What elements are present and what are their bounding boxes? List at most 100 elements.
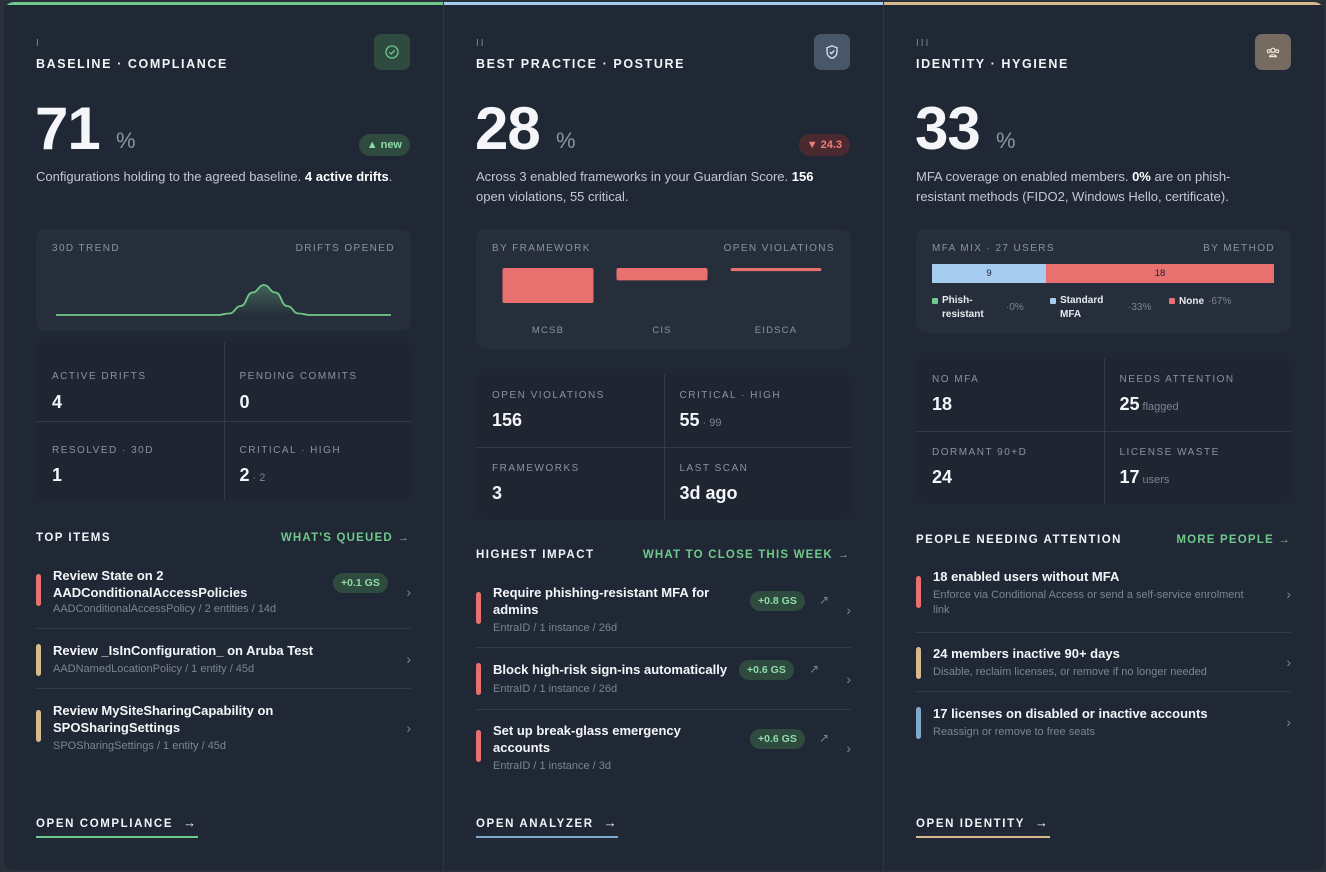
list-item[interactable]: 17 licenses on disabled or inactive acco… <box>916 705 1291 745</box>
list-item[interactable]: Require phishing-resistant MFA for admin… <box>476 584 851 636</box>
stat-license-waste: LICENSE WASTE 17 users <box>1104 431 1292 504</box>
stat-number: 4 <box>52 392 63 412</box>
external-link-icon[interactable]: ↗ <box>809 662 820 676</box>
arrow-right-icon: → <box>603 815 619 830</box>
chevron-right-icon: › <box>846 671 851 687</box>
legend-percent-value: 67% <box>1211 296 1232 307</box>
panel-title: IDENTITY · HYGIENE <box>916 57 1069 71</box>
panel-numeral: I <box>36 38 41 49</box>
framework-chart: MCSB CIS EIDSCA <box>502 268 822 336</box>
list-item[interactable]: Block high-risk sign-ins automatically E… <box>476 660 851 701</box>
item-title: Review _IsInConfiguration_ on Aruba Test <box>53 643 314 658</box>
stat-resolved: RESOLVED · 30D 1 <box>36 421 224 500</box>
compliance-stats: ACTIVE DRIFTS 4 PENDING COMMITS 0 RESOLV… <box>36 342 411 500</box>
list-item[interactable]: Set up break-glass emergency accounts En… <box>476 722 851 774</box>
cta-label: OPEN IDENTITY <box>916 818 1025 830</box>
legend-label: Phish-resistant <box>942 295 984 320</box>
stat-value: 1 <box>52 465 62 486</box>
score-value: 28 <box>475 95 541 162</box>
item-meta: EntraID / 1 instance / 26d <box>493 622 618 634</box>
posture-stats: OPEN VIOLATIONS 156 CRITICAL · HIGH 55 · … <box>476 374 851 520</box>
category-label: EIDSCA <box>755 325 798 336</box>
severity-bar <box>916 707 921 739</box>
more-people-link[interactable]: MORE PEOPLE → <box>1176 534 1291 546</box>
stat-value: 3d ago <box>680 483 738 504</box>
chevron-right-icon: › <box>1286 654 1291 670</box>
list-item[interactable]: 24 members inactive 90+ days Disable, re… <box>916 645 1291 685</box>
close-this-week-link[interactable]: WHAT TO CLOSE THIS WEEK → <box>642 549 850 561</box>
stat-label: RESOLVED · 30D <box>52 445 154 456</box>
stat-value: 2 · 2 <box>240 465 266 486</box>
stat-sub: · 99 <box>702 417 722 429</box>
bar-eidsca <box>730 268 822 272</box>
stat-label: OPEN VIOLATIONS <box>492 390 605 401</box>
stat-needs-attention: NEEDS ATTENTION 25 flagged <box>1104 358 1292 431</box>
legend-percent: · <box>1128 302 1132 313</box>
stat-value: 25 flagged <box>1120 394 1179 415</box>
stat-number: 25 <box>1119 394 1140 414</box>
mfa-segment: 9 <box>932 264 1046 283</box>
legend-swatch <box>932 298 938 304</box>
item-title: 17 licenses on disabled or inactive acco… <box>933 706 1208 721</box>
stat-number: 156 <box>492 410 523 430</box>
open-compliance-button[interactable]: OPEN COMPLIANCE → <box>36 815 198 838</box>
item-meta: Reassign or remove to free seats <box>933 726 1096 738</box>
list-item[interactable]: 18 enabled users without MFA Enforce via… <box>916 568 1291 622</box>
badge-label: new <box>380 139 402 151</box>
chevron-right-icon: › <box>406 651 411 667</box>
desc-text: Across 3 enabled frameworks in your Guar… <box>476 169 789 184</box>
legend-swatch <box>1050 298 1056 304</box>
list-item[interactable]: Review State on 2 AADConditionalAccessPo… <box>36 564 411 620</box>
stat-number: 2 <box>239 465 250 485</box>
section-title: TOP ITEMS <box>36 532 112 544</box>
item-title: 24 members inactive 90+ days <box>933 646 1120 661</box>
framework-card: BY FRAMEWORK OPEN VIOLATIONS MCSB CIS EIDS… <box>476 229 851 349</box>
status-badge: ▲ new <box>358 134 410 156</box>
list-item[interactable]: Review _IsInConfiguration_ on Aruba Test… <box>36 642 411 682</box>
stat-last-scan: LAST SCAN 3d ago <box>664 447 852 520</box>
stat-sub: users <box>1142 474 1170 486</box>
external-link-icon[interactable]: ↗ <box>819 593 830 607</box>
identity-panel: III IDENTITY · HYGIENE 33 % MFA coverage… <box>884 2 1324 870</box>
stat-number: 24 <box>932 467 953 487</box>
legend-item: None · 67% <box>1169 294 1231 310</box>
legend-percent-value: 0% <box>1009 302 1024 313</box>
shield-check-icon <box>374 34 410 70</box>
gs-badge: +0.8 GS <box>750 591 805 611</box>
stat-label: DORMANT 90+D <box>932 447 1028 458</box>
stat-label: LAST SCAN <box>679 463 749 474</box>
external-link-icon[interactable]: ↗ <box>819 731 830 745</box>
open-identity-button[interactable]: OPEN IDENTITY → <box>916 815 1050 838</box>
users-icon <box>1255 34 1291 70</box>
severity-bar <box>36 574 41 606</box>
desc-tail: open violations, 55 critical. <box>476 189 629 204</box>
legend-label: Standard MFA <box>1060 295 1104 320</box>
severity-bar <box>36 710 41 742</box>
item-title: 18 enabled users without MFA <box>933 569 1120 584</box>
legend-swatch <box>1169 298 1175 304</box>
desc-highlight: 156 <box>791 169 814 184</box>
legend-percent: · <box>1006 302 1010 313</box>
stat-label: CRITICAL · HIGH <box>239 445 342 456</box>
chevron-right-icon: › <box>846 602 851 618</box>
mfa-stacked-bar: 9 18 <box>932 264 1274 283</box>
chevron-right-icon: › <box>1286 586 1291 602</box>
trend-chart <box>56 284 391 316</box>
bar-mcsb <box>502 268 594 303</box>
stat-number: 3 <box>492 483 503 503</box>
whats-queued-link[interactable]: WHAT'S QUEUED → <box>280 532 410 544</box>
item-meta: AADNamedLocationPolicy / 1 entity / 45d <box>53 663 255 675</box>
open-analyzer-button[interactable]: OPEN ANALYZER → <box>476 815 619 838</box>
list-item[interactable]: Review MySiteSharingCapability on SPOSha… <box>36 702 411 758</box>
stat-label: FRAMEWORKS <box>492 463 580 474</box>
severity-bar <box>476 663 481 695</box>
identity-stats: NO MFA 18 NEEDS ATTENTION 25 flagged DORM… <box>916 358 1291 504</box>
severity-bar <box>476 730 481 762</box>
desc-text: MFA coverage on enabled members. <box>916 169 1129 184</box>
up-arrow-icon: ▲ <box>366 139 378 151</box>
mfa-mix-card: MFA MIX · 27 USERS BY METHOD 9 18 <box>916 229 1291 333</box>
gs-badge: +0.6 GS <box>739 660 794 680</box>
severity-bar <box>476 592 481 624</box>
stat-number: 0 <box>239 392 250 412</box>
legend-percent: · <box>1208 296 1212 307</box>
